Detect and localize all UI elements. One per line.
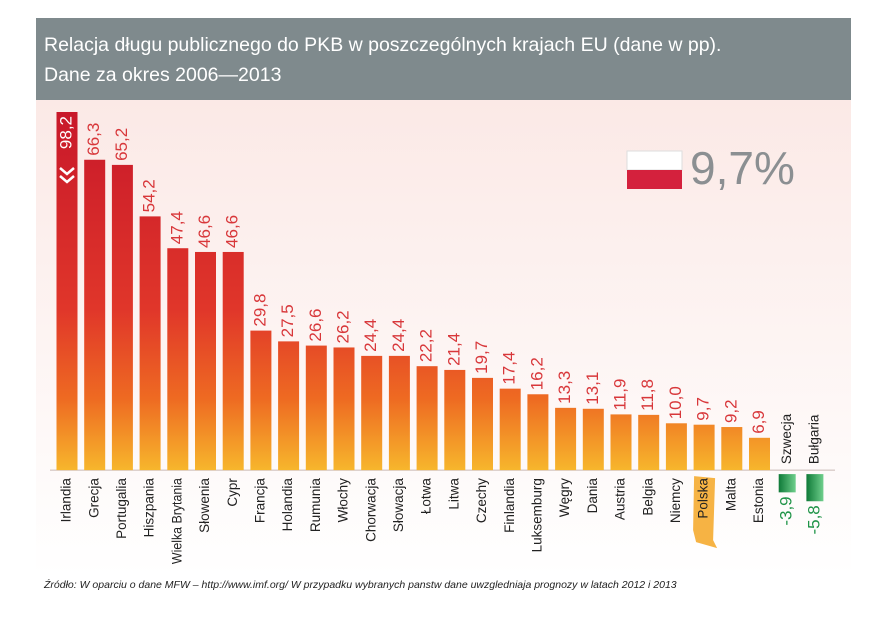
bar <box>749 437 770 471</box>
bar <box>610 414 632 471</box>
value-label: 26,6 <box>306 308 325 341</box>
bar <box>305 345 327 471</box>
value-label: 21,4 <box>444 333 463 366</box>
x-tick-label: Austria <box>613 478 628 521</box>
bar <box>84 159 106 471</box>
flag <box>626 150 683 189</box>
bar <box>555 407 577 471</box>
bar <box>582 408 604 471</box>
value-label: 24,4 <box>389 319 408 352</box>
source-note: Źródło: W oparciu o dane MFW – http://ww… <box>43 578 677 591</box>
bar <box>638 414 660 471</box>
x-tick-label: Słowenia <box>197 478 212 533</box>
value-label: 11,9 <box>610 379 629 411</box>
bar <box>721 427 743 471</box>
bar <box>56 112 78 471</box>
bar <box>250 330 272 471</box>
x-tick-label: Włochy <box>336 478 351 523</box>
x-tick-label: Estonia <box>751 478 766 524</box>
bar <box>139 216 161 471</box>
x-tick-label: Szwecja <box>779 413 794 464</box>
bar <box>416 366 438 471</box>
x-tick-label: Litwa <box>446 478 461 510</box>
value-label: 24,4 <box>361 319 380 352</box>
bar <box>361 355 383 471</box>
x-tick-label: Cypr <box>225 478 240 507</box>
axis-break <box>59 167 75 184</box>
bar <box>111 164 133 471</box>
bar <box>333 347 355 471</box>
value-label: 46,6 <box>195 215 214 248</box>
x-tick-label: Hiszpania <box>142 478 157 538</box>
bar <box>806 474 824 502</box>
bar <box>444 369 466 471</box>
bar <box>693 424 715 471</box>
x-tick-label: Polska <box>696 478 711 519</box>
x-tick-label: Niemcy <box>668 478 683 523</box>
bar <box>167 248 189 471</box>
value-label: 9,7 <box>694 397 713 421</box>
value-label: 11,8 <box>638 379 657 411</box>
bar <box>222 251 244 471</box>
value-label: 65,2 <box>112 128 131 161</box>
value-label: 6,9 <box>749 410 768 434</box>
x-tick-label: Dania <box>585 478 600 514</box>
x-tick-label: Rumunia <box>308 478 323 533</box>
bar <box>472 377 493 471</box>
value-label: 98,2 <box>56 116 75 149</box>
value-label: 9,2 <box>721 399 740 423</box>
value-label: 27,5 <box>278 304 297 337</box>
x-tick-label: Grecja <box>86 478 101 518</box>
x-tick-label: Irlandia <box>59 478 74 523</box>
value-label: 10,0 <box>666 386 685 419</box>
x-tick-label: Francja <box>252 478 267 524</box>
bar <box>499 388 521 471</box>
bar <box>665 423 687 471</box>
flag-red <box>627 170 682 189</box>
x-tick-label: Chorwacja <box>363 478 378 542</box>
x-tick-label: Luksemburg <box>529 478 544 552</box>
x-tick-label: Holandia <box>280 478 295 532</box>
value-label: 46,6 <box>223 215 242 248</box>
value-label: 47,4 <box>167 211 186 244</box>
value-label: 13,3 <box>555 371 574 404</box>
value-label: 19,7 <box>472 341 491 374</box>
x-tick-label: Finlandia <box>502 478 517 533</box>
bar <box>195 251 216 471</box>
x-tick-label: Bułgaria <box>806 414 821 464</box>
value-label: 22,2 <box>417 329 436 362</box>
bar <box>778 474 796 493</box>
highlight <box>693 476 718 549</box>
bar <box>527 394 549 471</box>
chart-subtitle: Dane za okres 2006—2013 <box>44 64 281 86</box>
value-label: -5,8 <box>804 505 823 534</box>
annotation: 9,7% <box>690 142 795 194</box>
x-tick-label: Malta <box>723 478 738 512</box>
x-tick-label: Czechy <box>474 478 489 523</box>
x-tick-label: Węgry <box>557 478 572 517</box>
bar <box>388 355 410 471</box>
x-tick-label: Wielka Brytania <box>169 478 184 564</box>
flag-white <box>626 150 683 171</box>
chart-title: Relacja długu publicznego do PKB w poszc… <box>44 34 721 56</box>
header <box>36 18 851 100</box>
value-label: 17,4 <box>500 352 519 385</box>
value-label: 66,3 <box>84 123 103 156</box>
bar <box>278 341 300 471</box>
x-tick-label: Portugalia <box>114 478 129 539</box>
value-label: 29,8 <box>250 294 269 327</box>
x-tick-label: Łotwa <box>419 478 434 515</box>
x-tick-label: Belgia <box>640 478 655 516</box>
value-label: 13,1 <box>583 372 602 405</box>
value-label: 26,2 <box>333 310 352 343</box>
x-tick-label: Słowacja <box>391 478 406 533</box>
value-label: 54,2 <box>140 179 159 212</box>
value-label: -3,9 <box>777 496 796 525</box>
value-label: 16,2 <box>527 357 546 390</box>
